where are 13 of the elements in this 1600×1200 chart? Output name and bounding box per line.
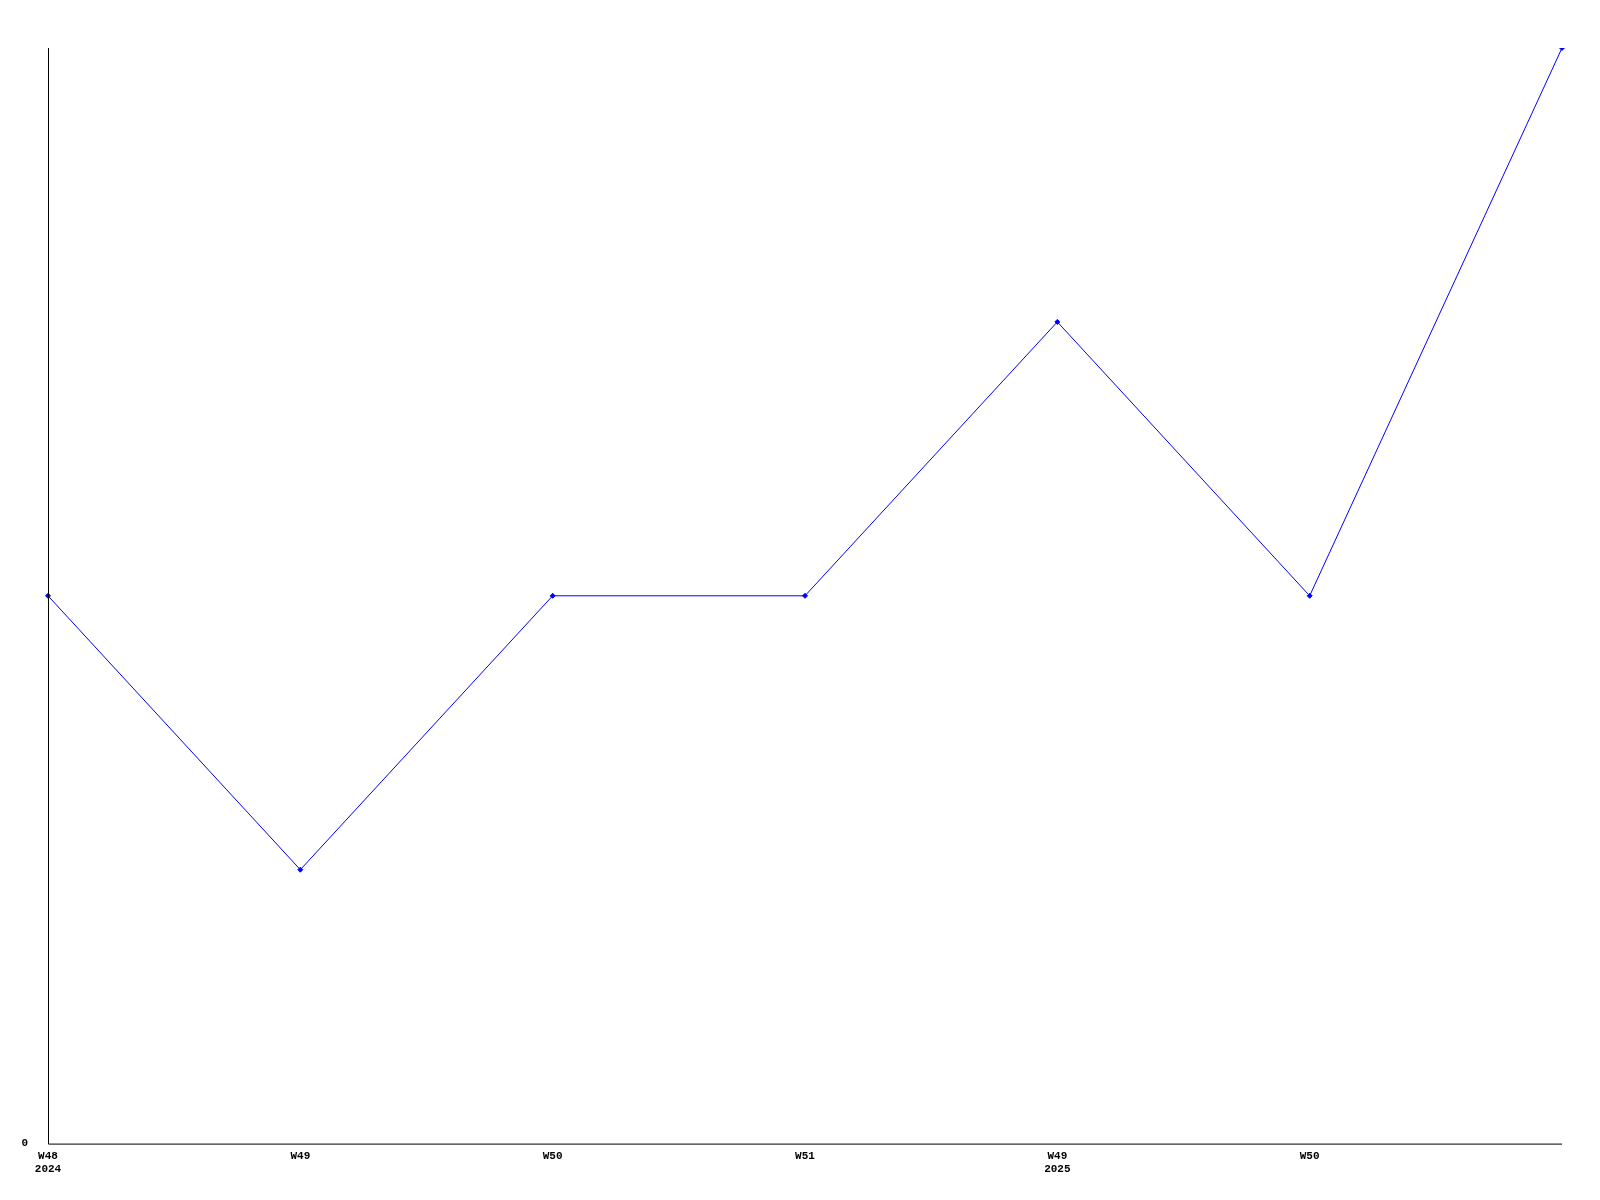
x-tick-label: W48 2024 (34, 1149, 62, 1176)
point (45, 592, 51, 599)
point (1306, 592, 1313, 599)
point (549, 592, 556, 599)
point (297, 866, 304, 873)
x-tick-label: W49 2025 (1044, 1149, 1071, 1176)
point (802, 592, 808, 599)
x-tick-label: W50 (542, 1149, 563, 1162)
x-tick-label: W49 (290, 1149, 311, 1162)
point (1054, 318, 1061, 325)
text: 0 (21, 1137, 28, 1150)
x-tick-label: W50 (1299, 1149, 1320, 1162)
x-tick-label: W51 (795, 1149, 816, 1162)
